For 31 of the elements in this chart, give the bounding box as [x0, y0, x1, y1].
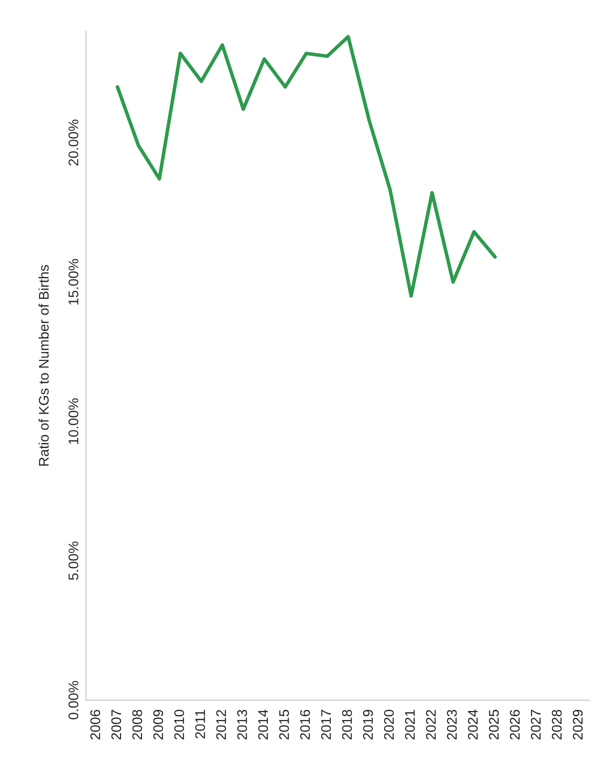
x-tick-label: 2007	[111, 710, 122, 740]
y-axis-title: Ratio of KGs to Number of Births	[38, 265, 49, 466]
x-tick-label: 2006	[90, 710, 100, 740]
x-tick-label: 2018	[342, 710, 352, 740]
y-tick-label: 5.00%	[68, 542, 78, 580]
x-tick-label: 2013	[237, 710, 248, 740]
x-tick-label: 2014	[258, 710, 268, 740]
x-tick-label: 2008	[132, 710, 142, 740]
x-tick-label: 2024	[468, 710, 478, 740]
x-tick-label: 2012	[216, 710, 226, 740]
x-tick-label: 2026	[510, 710, 520, 740]
x-tick-label: 2022	[426, 710, 436, 740]
x-tick-label: 2023	[446, 710, 457, 740]
x-tick-label: 2009	[153, 710, 164, 740]
y-tick-label: 0.00%	[68, 681, 78, 720]
x-tick-label: 2025	[488, 710, 499, 740]
y-tick-label: 10.00%	[68, 398, 78, 444]
x-tick-label: 2028	[552, 710, 562, 740]
y-tick-label: 15.00%	[68, 258, 78, 305]
x-tick-label: 2027	[530, 710, 541, 740]
y-tick-label: 20.00%	[68, 120, 78, 166]
x-tick-label: 2029	[572, 710, 583, 740]
x-tick-label: 2020	[384, 710, 394, 740]
x-tick-label: 2016	[300, 710, 310, 740]
x-tick-label: 2021	[405, 710, 415, 740]
x-tick-label: 2011	[195, 710, 206, 738]
line-series	[116, 34, 497, 298]
x-tick-label: 2019	[363, 710, 373, 740]
x-tick-label: 2017	[321, 710, 331, 740]
x-tick-label: 2010	[174, 710, 184, 740]
x-tick-label: 2015	[279, 710, 289, 740]
